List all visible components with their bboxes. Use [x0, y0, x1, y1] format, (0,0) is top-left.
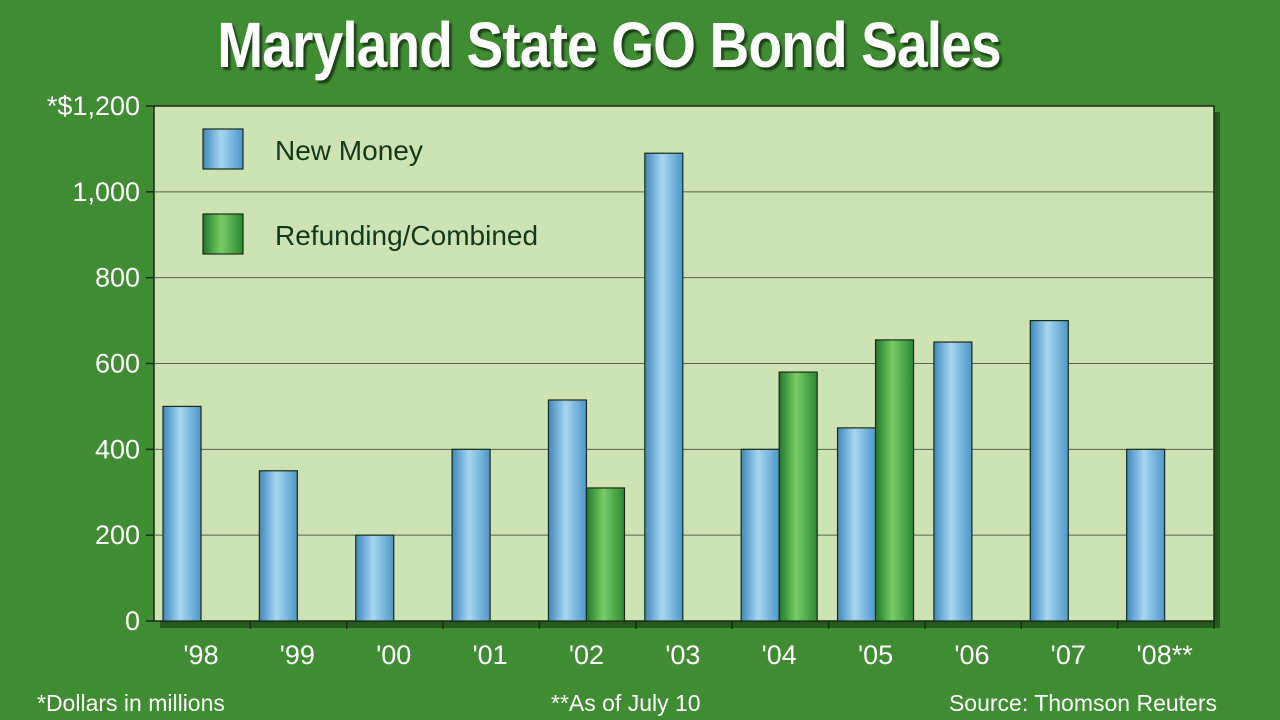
legend-swatch-refunding	[202, 213, 244, 255]
bar-new-money	[451, 448, 491, 622]
bar-new-money	[1029, 319, 1069, 622]
bar-refunding	[778, 371, 818, 622]
legend-label-new-money: New Money	[275, 135, 423, 166]
legend-swatch-new-money	[202, 128, 244, 170]
bar-new-money	[644, 152, 684, 622]
x-tick-label: '99	[280, 640, 315, 670]
footnote-as-of: **As of July 10	[551, 690, 701, 716]
bar-new-money	[1126, 448, 1166, 622]
bar-new-money	[836, 427, 877, 622]
y-tick-label: 400	[95, 434, 140, 464]
y-tick-label: 1,000	[72, 177, 140, 207]
footnote-units: *Dollars in millions	[37, 690, 225, 716]
legend-label-refunding: Refunding/Combined	[275, 220, 538, 251]
chart-title: Maryland State GO Bond Sales	[217, 9, 1001, 81]
bar-new-money	[162, 405, 202, 622]
y-tick-label: 800	[95, 263, 140, 293]
bars	[162, 152, 1166, 622]
x-tick-label: '00	[376, 640, 411, 670]
y-tick-label: 600	[95, 349, 140, 379]
y-tick-label: 200	[95, 520, 140, 550]
x-tick-label: '06	[954, 640, 989, 670]
x-tick-label: '03	[665, 640, 700, 670]
bar-new-money	[740, 448, 780, 622]
bar-new-money	[547, 399, 588, 622]
x-tick-label: '04	[762, 640, 797, 670]
x-tick-label: '07	[1051, 640, 1086, 670]
x-tick-label: '01	[472, 640, 507, 670]
footnote-source: Source: Thomson Reuters	[949, 690, 1217, 716]
legend: New Money Refunding/Combined	[202, 128, 538, 255]
bar-new-money	[355, 534, 395, 622]
bar-refunding	[585, 487, 626, 622]
y-axis: 0 200 400 600 800 1,000 *$1,200	[47, 91, 154, 636]
x-tick-label: '08**	[1137, 640, 1194, 670]
x-tick-label: '98	[183, 640, 218, 670]
x-tick-label: '05	[858, 640, 893, 670]
x-tick-label: '02	[569, 640, 604, 670]
y-tick-label: 0	[125, 606, 140, 636]
bar-refunding	[874, 339, 915, 622]
y-tick-label: *$1,200	[47, 91, 140, 121]
bar-new-money	[933, 341, 973, 622]
x-axis: '98 '99 '00 '01 '02 '03 '04 '05 '06 '07 '08**	[183, 621, 1215, 670]
bar-new-money	[258, 470, 298, 622]
